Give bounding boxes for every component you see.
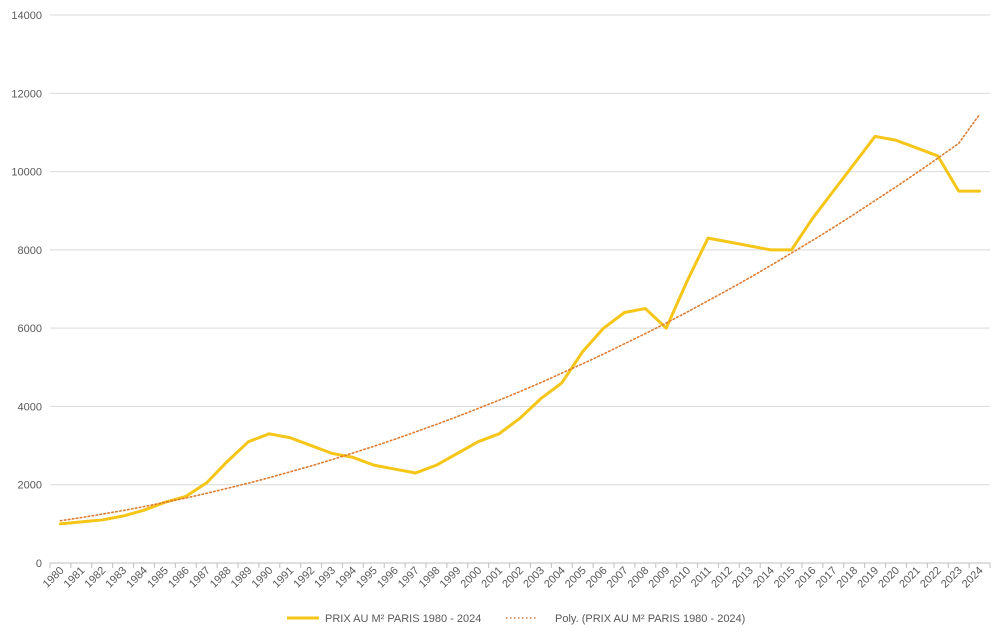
x-tick-label: 2014	[751, 565, 777, 591]
y-tick-label: 2000	[18, 480, 42, 492]
x-tick-label: 1993	[312, 565, 338, 591]
x-tick-label: 2006	[584, 565, 610, 591]
y-tick-label: 8000	[18, 245, 42, 257]
y-tick-label: 0	[36, 558, 42, 570]
x-tick-label: 2018	[835, 565, 861, 591]
legend: PRIX AU M² PARIS 1980 - 2024 Poly. (PRIX …	[287, 613, 745, 625]
x-tick-label: 1990	[250, 565, 276, 591]
x-tick-label: 2017	[814, 565, 840, 591]
x-tick-label: 2019	[855, 565, 881, 591]
y-tick-label: 4000	[18, 401, 42, 413]
legend-label-2: Poly. (PRIX AU M² PARIS 1980 - 2024)	[555, 613, 745, 625]
y-axis-ticks: 0 2000 4000 6000 8000 10000 12000 14000	[11, 10, 42, 570]
x-tick-label: 1996	[375, 565, 401, 591]
x-tick-label: 2002	[500, 565, 526, 591]
x-tick-label: 2015	[772, 565, 798, 591]
y-tick-label: 6000	[18, 323, 42, 335]
x-tick-label: 1995	[354, 565, 380, 591]
x-tick-label: 2004	[542, 565, 568, 591]
x-tick-label: 2013	[730, 565, 756, 591]
x-tick-label: 1982	[83, 565, 109, 591]
x-tick-label: 2012	[709, 565, 735, 591]
x-tick-label: 1985	[145, 565, 171, 591]
x-tick-label: 1997	[396, 565, 422, 591]
x-tick-label: 2007	[605, 565, 631, 591]
x-tick-label: 2020	[876, 565, 902, 591]
x-tick-label: 1981	[62, 565, 88, 591]
y-tick-label: 14000	[11, 10, 42, 22]
x-tick-label: 1991	[271, 565, 297, 591]
x-tick-label: 1994	[333, 565, 359, 591]
legend-label-1: PRIX AU M² PARIS 1980 - 2024	[325, 613, 481, 625]
x-tick-label: 1998	[417, 565, 443, 591]
y-tick-label: 12000	[11, 88, 42, 100]
x-tick-label: 2024	[960, 565, 986, 591]
series-line-trend	[60, 114, 979, 520]
x-tick-label: 2008	[626, 565, 652, 591]
x-tick-label: 2001	[479, 565, 505, 591]
x-tick-label: 2005	[563, 565, 589, 591]
x-tick-label: 1986	[166, 565, 192, 591]
series-line-price	[60, 136, 979, 524]
x-tick-label: 2022	[918, 565, 944, 591]
x-tick-label: 2021	[897, 565, 923, 591]
x-tick-label: 1999	[438, 565, 464, 591]
x-tick-label: 1987	[187, 565, 213, 591]
x-tick-label: 1983	[103, 565, 129, 591]
x-tick-label: 2010	[667, 565, 693, 591]
x-tick-label: 2000	[459, 565, 485, 591]
x-tick-label: 2023	[939, 565, 965, 591]
y-tick-label: 10000	[11, 167, 42, 179]
x-tick-label: 1988	[208, 565, 234, 591]
series-lines	[60, 114, 979, 523]
x-tick-label: 1992	[291, 565, 317, 591]
x-tick-label: 2009	[647, 565, 673, 591]
x-tick-label: 2003	[521, 565, 547, 591]
gridlines	[50, 15, 990, 563]
x-tick-label: 2016	[793, 565, 819, 591]
x-tick-label: 2011	[689, 565, 714, 590]
x-axis-ticks: 1980198119821983198419851986198719881989…	[41, 563, 990, 590]
x-tick-label: 1980	[41, 565, 67, 591]
x-tick-label: 1989	[229, 565, 255, 591]
x-tick-label: 1984	[124, 565, 150, 591]
